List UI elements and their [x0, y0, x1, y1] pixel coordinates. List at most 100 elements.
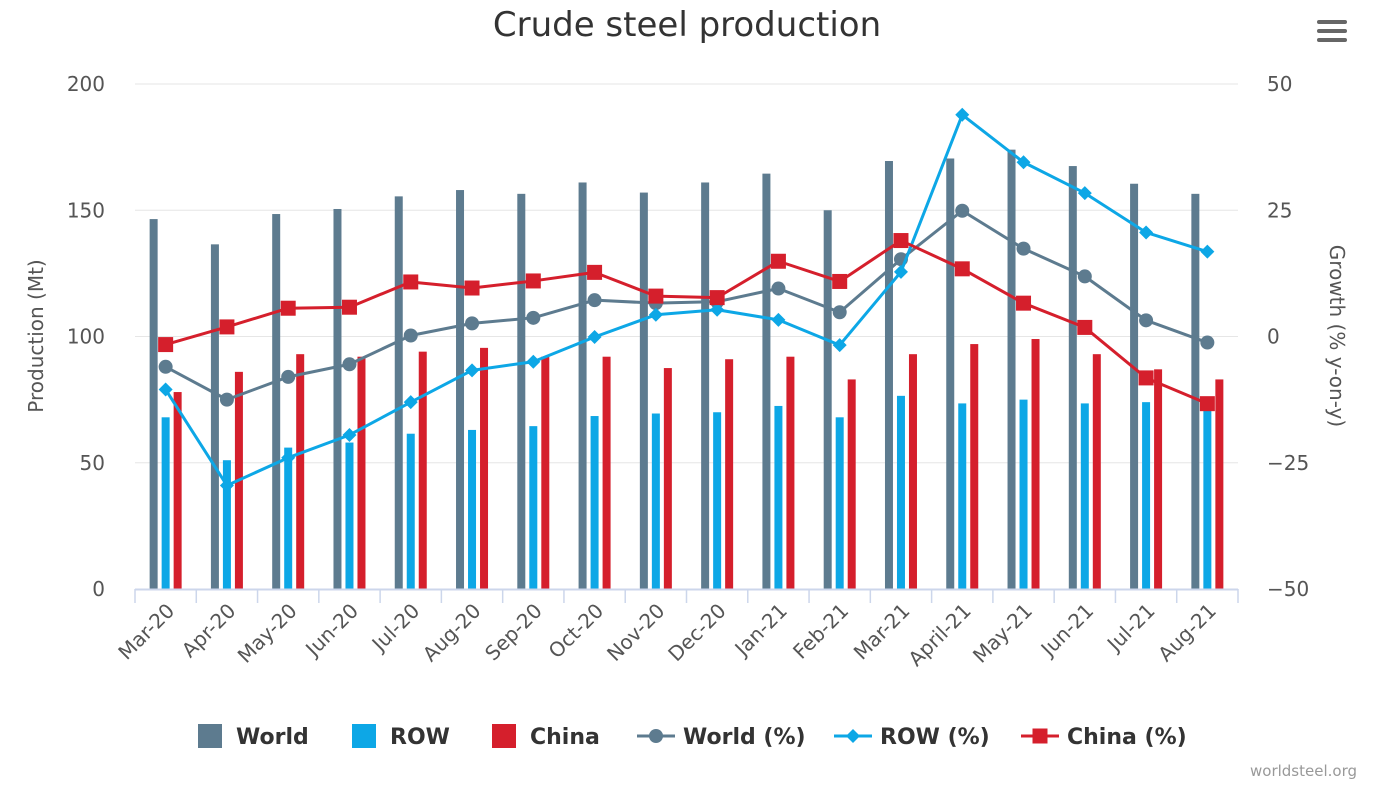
- point-square[interactable]: [1138, 370, 1154, 386]
- hamburger-menu-icon[interactable]: [1312, 14, 1352, 50]
- legend-item[interactable]: ROW (%): [834, 725, 990, 750]
- bar-china[interactable]: [1154, 369, 1163, 589]
- point-square[interactable]: [464, 280, 480, 296]
- point-diamond[interactable]: [465, 363, 480, 378]
- bar-world[interactable]: [394, 196, 403, 590]
- legend-marker[interactable]: [846, 729, 860, 743]
- bar-china[interactable]: [1215, 379, 1224, 589]
- bar-world[interactable]: [333, 208, 342, 590]
- point-square[interactable]: [893, 233, 909, 249]
- point-square[interactable]: [1077, 319, 1093, 335]
- point-diamond[interactable]: [1077, 186, 1092, 201]
- bar-row[interactable]: [1203, 407, 1212, 589]
- point-circle[interactable]: [219, 392, 234, 407]
- point-diamond[interactable]: [342, 427, 357, 442]
- bar-china[interactable]: [1092, 354, 1101, 589]
- line-diamond-series[interactable]: [164, 113, 1208, 487]
- point-circle[interactable]: [832, 305, 847, 320]
- point-square[interactable]: [1199, 396, 1215, 412]
- point-circle[interactable]: [587, 293, 602, 308]
- bar-world[interactable]: [639, 192, 648, 589]
- bar-row[interactable]: [345, 442, 354, 589]
- bar-china[interactable]: [357, 356, 366, 589]
- bar-china[interactable]: [541, 356, 550, 589]
- point-diamond[interactable]: [893, 264, 908, 279]
- legend-item[interactable]: World (%): [637, 725, 806, 750]
- point-diamond[interactable]: [1016, 155, 1031, 170]
- point-diamond[interactable]: [587, 330, 602, 345]
- legend-marker[interactable]: [1032, 728, 1048, 744]
- point-circle[interactable]: [955, 203, 970, 218]
- bar-world[interactable]: [1068, 166, 1077, 589]
- line-circle-series[interactable]: [164, 209, 1208, 402]
- bar-world[interactable]: [517, 193, 526, 589]
- bar-world[interactable]: [946, 158, 955, 590]
- bar-row[interactable]: [774, 405, 783, 589]
- line-square-series[interactable]: [165, 239, 1208, 406]
- bar-row[interactable]: [713, 412, 722, 589]
- legend[interactable]: World ROW China World (%) ROW (%) China (%): [198, 724, 1187, 750]
- point-square[interactable]: [1016, 295, 1032, 311]
- point-square[interactable]: [341, 299, 357, 315]
- bar-row[interactable]: [896, 395, 905, 589]
- point-diamond[interactable]: [710, 302, 725, 317]
- bar-china[interactable]: [173, 392, 182, 589]
- bar-china[interactable]: [847, 379, 856, 589]
- bar-world[interactable]: [701, 182, 710, 589]
- point-diamond[interactable]: [1139, 225, 1154, 240]
- point-circle[interactable]: [526, 310, 541, 325]
- bar-china[interactable]: [663, 368, 672, 589]
- point-circle[interactable]: [771, 281, 786, 296]
- point-diamond[interactable]: [648, 307, 663, 322]
- point-square[interactable]: [648, 288, 664, 304]
- bar-china[interactable]: [602, 356, 611, 589]
- point-square[interactable]: [158, 337, 174, 353]
- point-diamond[interactable]: [219, 478, 234, 493]
- point-diamond[interactable]: [771, 312, 786, 327]
- point-square[interactable]: [525, 273, 541, 289]
- point-square[interactable]: [954, 261, 970, 277]
- bar-row[interactable]: [406, 433, 415, 589]
- legend-item[interactable]: World: [198, 724, 309, 750]
- legend-marker[interactable]: [649, 729, 663, 743]
- bar-row[interactable]: [529, 426, 538, 589]
- bar-world[interactable]: [1191, 193, 1200, 589]
- point-circle[interactable]: [1139, 313, 1154, 328]
- bar-china[interactable]: [786, 356, 795, 589]
- bar-china[interactable]: [725, 359, 734, 589]
- bar-row[interactable]: [161, 417, 170, 589]
- bar-world[interactable]: [272, 214, 281, 589]
- point-circle[interactable]: [1077, 269, 1092, 284]
- bar-china[interactable]: [418, 351, 427, 589]
- point-diamond[interactable]: [158, 382, 173, 397]
- point-square[interactable]: [587, 264, 603, 280]
- point-diamond[interactable]: [281, 450, 296, 465]
- bar-row[interactable]: [468, 429, 477, 589]
- point-circle[interactable]: [281, 369, 296, 384]
- bar-world[interactable]: [149, 219, 158, 589]
- bar-row[interactable]: [222, 460, 231, 589]
- bar-world[interactable]: [456, 190, 465, 590]
- point-square[interactable]: [770, 253, 786, 269]
- bar-world[interactable]: [578, 182, 587, 589]
- point-circle[interactable]: [465, 316, 480, 331]
- point-circle[interactable]: [1200, 335, 1215, 350]
- point-circle[interactable]: [403, 328, 418, 343]
- point-square[interactable]: [709, 290, 725, 306]
- point-diamond[interactable]: [526, 354, 541, 369]
- bar-world[interactable]: [884, 161, 893, 589]
- bar-row[interactable]: [651, 413, 660, 589]
- point-square[interactable]: [219, 319, 235, 335]
- bar-row[interactable]: [284, 447, 293, 589]
- credits-link[interactable]: worldsteel.org: [1250, 762, 1357, 780]
- bar-china[interactable]: [970, 344, 979, 589]
- bar-world[interactable]: [210, 244, 219, 589]
- point-circle[interactable]: [342, 357, 357, 372]
- point-circle[interactable]: [1016, 241, 1031, 256]
- legend-item[interactable]: China (%): [1021, 725, 1187, 750]
- bar-row[interactable]: [958, 403, 967, 589]
- bar-world[interactable]: [1130, 183, 1139, 590]
- point-square[interactable]: [403, 274, 419, 290]
- bar-row[interactable]: [835, 417, 844, 589]
- point-diamond[interactable]: [1200, 244, 1215, 259]
